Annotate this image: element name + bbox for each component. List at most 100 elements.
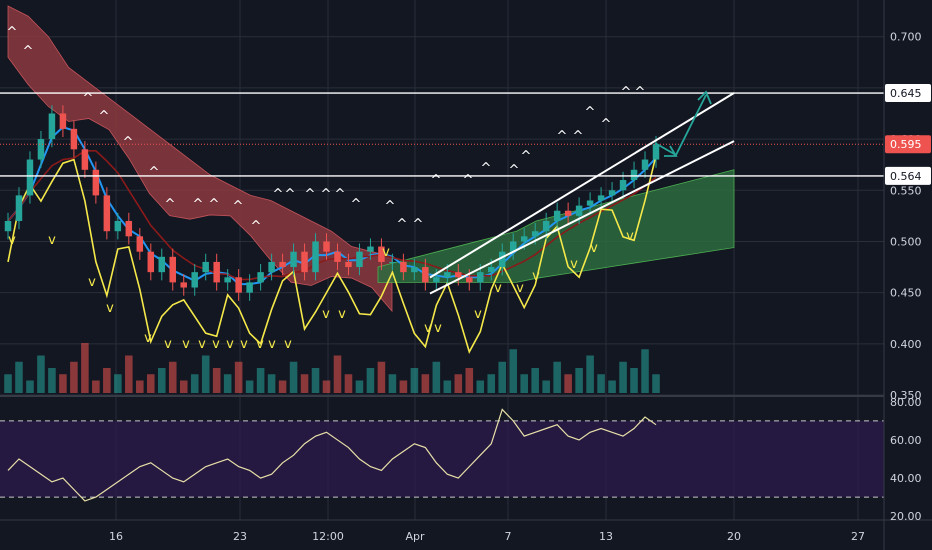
channel-lower [429, 140, 735, 295]
candle-body [433, 277, 440, 283]
buy-signal-marker: v [474, 307, 482, 322]
candle-body [542, 220, 550, 232]
sell-signal-marker: ^ [83, 91, 94, 106]
candle-body [641, 159, 649, 170]
sell-signal-marker: ^ [305, 187, 316, 202]
volume-bar [388, 374, 397, 393]
buy-signal-marker: v [494, 281, 502, 296]
volume-bar [553, 361, 561, 393]
sell-signal-marker: ^ [509, 163, 520, 178]
sell-signal-marker: ^ [273, 187, 284, 202]
volume-bar [103, 368, 111, 393]
sell-signal-marker: ^ [7, 25, 18, 40]
sell-signal-marker: ^ [481, 161, 492, 176]
candle-body [169, 256, 176, 283]
volume-bar [432, 361, 441, 393]
volume-bars [4, 343, 660, 393]
candle-body [411, 267, 418, 273]
base-line [7, 149, 657, 281]
candle-body [367, 246, 374, 252]
volume-bar [344, 374, 353, 393]
volume-bar [114, 374, 122, 393]
candle-body [597, 195, 605, 201]
buy-signal-marker: v [434, 321, 442, 336]
volume-bar [157, 368, 166, 393]
time-tick-label: 12:00 [312, 530, 344, 543]
price-tag-box [885, 135, 931, 154]
buy-signal-marker: v [424, 321, 432, 336]
buy-signal-marker: v [570, 257, 578, 272]
volume-bar [212, 368, 221, 393]
volume-bar [300, 374, 309, 393]
candle-body [26, 159, 34, 196]
sell-signal-marker: ^ [321, 187, 332, 202]
sell-signal-marker: ^ [99, 109, 110, 124]
volume-bar [37, 355, 45, 393]
sell-signal-marker: ^ [397, 217, 408, 232]
rsi-line [7, 408, 657, 502]
candle-body [520, 236, 528, 242]
volume-bar [564, 374, 572, 393]
volume-bar [245, 380, 254, 393]
volume-bar [333, 355, 342, 393]
price-tick-label: 0.450 [890, 287, 922, 300]
candle-body [455, 272, 462, 278]
sell-signal-marker: ^ [621, 85, 632, 100]
volume-bar [531, 368, 539, 393]
volume-bar [465, 368, 474, 393]
sell-signal-marker: ^ [385, 199, 396, 214]
time-tick-label: 16 [109, 530, 123, 543]
price-tick-label: 0.500 [890, 235, 922, 248]
volume-bar [487, 374, 496, 393]
volume-bar [278, 380, 287, 393]
rsi-tick-label: 40.00 [890, 472, 922, 485]
volume-bar [92, 380, 100, 393]
candle-body [444, 272, 451, 278]
buy-signal-marker: v [322, 307, 330, 322]
volume-bar [15, 361, 23, 393]
volume-bar [26, 380, 34, 393]
volume-bar [443, 380, 452, 393]
buy-signal-marker: v [382, 245, 390, 260]
price-tick-label: 0.550 [890, 184, 922, 197]
volume-bar [201, 355, 210, 393]
price-tick-label: 0.350 [890, 389, 922, 402]
buy-signal-marker: v [240, 337, 248, 352]
candle-body [619, 180, 627, 191]
candle-body [213, 261, 220, 283]
sell-signal-marker: ^ [557, 129, 568, 144]
volume-bar [81, 343, 89, 393]
candle-body [147, 251, 155, 273]
buy-signal-marker: v [590, 241, 598, 256]
candle-body [466, 277, 473, 283]
volume-bar [4, 374, 12, 393]
candle-body [125, 220, 133, 237]
price-tag-label: 0.645 [890, 87, 922, 100]
price-tick-label: 0.400 [890, 338, 922, 351]
candle-body [509, 241, 517, 252]
price-tick-label: 0.700 [890, 31, 922, 44]
volume-bar [608, 380, 616, 393]
buy-signal-marker: v [198, 337, 206, 352]
candle-body [158, 256, 166, 273]
volume-bar [70, 361, 78, 393]
candle-body [114, 220, 122, 232]
cloud-bearish [7, 5, 393, 313]
candle-body [246, 282, 253, 293]
volume-bar [619, 361, 627, 393]
candle-body [564, 210, 572, 216]
buy-signal-marker: v [144, 331, 152, 346]
price-tag-box [885, 166, 931, 185]
sell-signal-marker: ^ [601, 117, 612, 132]
candle-body [378, 246, 385, 262]
candle-body [103, 195, 111, 232]
sell-signal-marker: ^ [635, 85, 646, 100]
sell-signal-marker: ^ [209, 197, 220, 212]
buy-signal-marker: v [268, 337, 276, 352]
sell-signal-marker: ^ [165, 197, 176, 212]
candle-body [531, 231, 539, 237]
buy-signal-marker: v [516, 281, 524, 296]
candle-body [235, 277, 242, 293]
volume-bar [289, 361, 298, 393]
